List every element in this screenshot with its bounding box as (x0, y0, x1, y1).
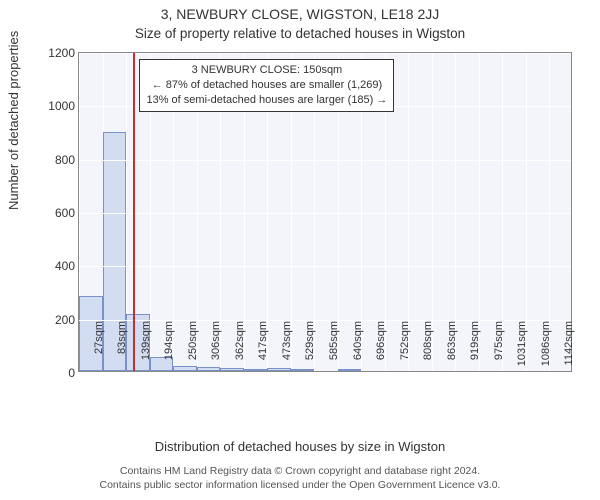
grid-h (79, 160, 571, 161)
info-line-1: 3 NEWBURY CLOSE: 150sqm (146, 63, 387, 78)
page-title: 3, NEWBURY CLOSE, WIGSTON, LE18 2JJ (0, 0, 600, 22)
x-tick: 417sqm (257, 321, 269, 377)
plot-wrap: 3 NEWBURY CLOSE: 150sqm ← 87% of detache… (52, 52, 572, 372)
x-tick: 863sqm (446, 321, 458, 377)
x-tick: 306sqm (210, 321, 222, 377)
page: 3, NEWBURY CLOSE, WIGSTON, LE18 2JJ Size… (0, 0, 600, 500)
y-tick: 400 (41, 259, 75, 273)
x-axis-label: Distribution of detached houses by size … (0, 439, 600, 454)
x-tick: 1086sqm (540, 321, 552, 377)
y-tick: 1000 (41, 99, 75, 113)
y-tick: 600 (41, 206, 75, 220)
y-tick: 0 (41, 366, 75, 380)
x-tick: 529sqm (304, 321, 316, 377)
grid-h (79, 53, 571, 54)
footer: Contains HM Land Registry data © Crown c… (0, 464, 600, 492)
info-line-2: ← 87% of detached houses are smaller (1,… (146, 78, 387, 93)
x-tick: 139sqm (140, 321, 152, 377)
x-tick: 473sqm (281, 321, 293, 377)
x-tick: 975sqm (493, 321, 505, 377)
reference-line (133, 53, 135, 371)
info-box: 3 NEWBURY CLOSE: 150sqm ← 87% of detache… (139, 59, 394, 112)
x-tick: 696sqm (375, 321, 387, 377)
x-tick: 752sqm (399, 321, 411, 377)
x-tick: 919sqm (469, 321, 481, 377)
info-line-3: 13% of semi-detached houses are larger (… (146, 93, 387, 108)
x-tick: 362sqm (234, 321, 246, 377)
y-tick: 200 (41, 313, 75, 327)
footer-line-2: Contains public sector information licen… (0, 478, 600, 492)
x-tick: 250sqm (187, 321, 199, 377)
footer-line-1: Contains HM Land Registry data © Crown c… (0, 464, 600, 478)
x-tick: 1142sqm (563, 321, 575, 377)
x-tick: 27sqm (93, 321, 105, 377)
y-tick: 800 (41, 153, 75, 167)
y-axis-label: Number of detached properties (6, 31, 21, 210)
grid-h (79, 266, 571, 267)
y-tick: 1200 (41, 46, 75, 60)
grid-h (79, 213, 571, 214)
page-subtitle: Size of property relative to detached ho… (0, 22, 600, 41)
x-tick: 1031sqm (516, 321, 528, 377)
x-tick: 808sqm (422, 321, 434, 377)
plot-area: 3 NEWBURY CLOSE: 150sqm ← 87% of detache… (78, 52, 572, 372)
x-tick: 83sqm (116, 321, 128, 377)
x-tick: 640sqm (352, 321, 364, 377)
x-tick: 194sqm (163, 321, 175, 377)
x-tick: 585sqm (328, 321, 340, 377)
